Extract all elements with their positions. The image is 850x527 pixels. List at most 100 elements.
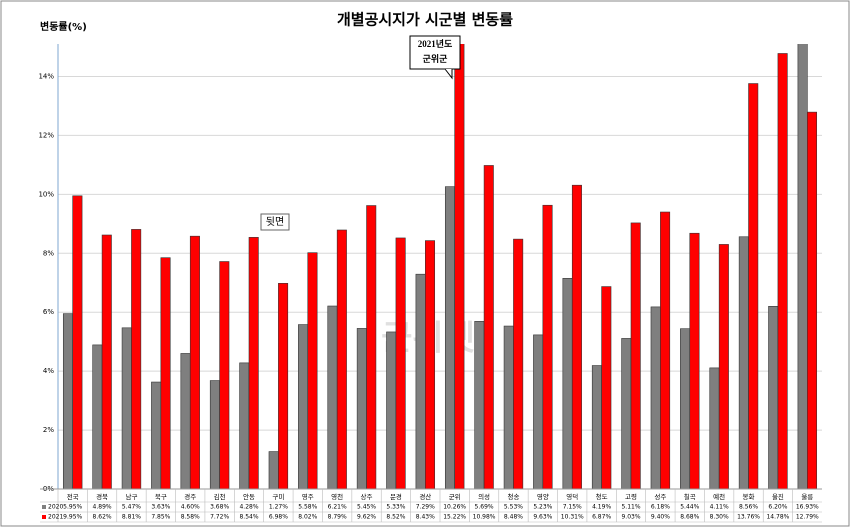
table-value: 8.62% bbox=[93, 514, 112, 521]
x-tick-label: 김천 bbox=[214, 492, 226, 501]
table-value: 7.15% bbox=[563, 504, 582, 511]
bar bbox=[425, 240, 436, 490]
x-tick-label: 남구 bbox=[125, 492, 137, 501]
x-tick-label: 고령 bbox=[625, 493, 637, 501]
table-value: 3.68% bbox=[210, 504, 229, 511]
bar bbox=[601, 286, 612, 490]
table-value: 7.29% bbox=[416, 504, 435, 511]
table-value: 8.81% bbox=[122, 514, 141, 521]
bar bbox=[718, 244, 729, 490]
bar bbox=[131, 229, 142, 490]
bar bbox=[92, 344, 103, 490]
table-value: 16.93% bbox=[796, 504, 819, 511]
table-value: 8.02% bbox=[298, 514, 317, 521]
table-value: 8.48% bbox=[504, 514, 523, 521]
bar bbox=[513, 238, 524, 490]
x-tick-label: 영덕 bbox=[566, 492, 578, 501]
x-tick-label: 군위 bbox=[449, 493, 461, 501]
table-value: 5.33% bbox=[386, 504, 405, 511]
bar bbox=[680, 328, 691, 490]
bar bbox=[356, 328, 367, 490]
bar bbox=[571, 184, 582, 490]
x-tick-label: 영양 bbox=[537, 492, 549, 501]
x-tick-label: 경북 bbox=[96, 492, 108, 501]
x-tick-label: 울릉 bbox=[801, 493, 813, 501]
bar bbox=[738, 236, 749, 490]
y-tick-label: 6% bbox=[43, 308, 54, 316]
table-value: 10.26% bbox=[443, 504, 466, 511]
table-value: 5.11% bbox=[621, 504, 640, 511]
bar bbox=[562, 278, 573, 490]
table-value: 5.53% bbox=[504, 504, 523, 511]
bar bbox=[807, 111, 818, 490]
table-value: 4.28% bbox=[239, 504, 258, 511]
table-value: 10.98% bbox=[473, 514, 496, 521]
bar bbox=[689, 232, 700, 490]
table-value: 5.44% bbox=[680, 504, 699, 511]
table-value: 6.87% bbox=[592, 514, 611, 521]
x-tick-label: 청도 bbox=[596, 493, 608, 501]
bar bbox=[474, 321, 485, 490]
x-tick-label: 안동 bbox=[243, 492, 255, 501]
table-value: 5.45% bbox=[357, 504, 376, 511]
plot: 0%2%4%6%8%10%12%14%전국5.95%9.95%경북4.89%8.… bbox=[38, 44, 822, 523]
table-value: 7.72% bbox=[210, 514, 229, 521]
table-value: 8.58% bbox=[181, 514, 200, 521]
table-value: 5.47% bbox=[122, 504, 141, 511]
bar bbox=[62, 313, 73, 490]
bar bbox=[386, 331, 397, 490]
table-value: 8.79% bbox=[328, 514, 347, 521]
bar bbox=[797, 44, 808, 490]
bar bbox=[219, 261, 230, 490]
bar bbox=[630, 222, 641, 490]
bar bbox=[327, 305, 338, 490]
legend-label: 2021 bbox=[48, 514, 63, 521]
table-value: 4.11% bbox=[710, 504, 729, 511]
x-tick-label: 청송 bbox=[507, 493, 519, 501]
table-value: 4.19% bbox=[592, 504, 611, 511]
bar bbox=[454, 44, 465, 490]
x-tick-label: 문경 bbox=[390, 492, 402, 501]
bar bbox=[777, 53, 788, 490]
y-tick-label: 8% bbox=[43, 249, 54, 257]
bar bbox=[209, 380, 220, 490]
table-value: 5.69% bbox=[475, 504, 494, 511]
bar bbox=[415, 273, 426, 490]
table-value: 5.58% bbox=[298, 504, 317, 511]
table-value: 9.95% bbox=[63, 514, 82, 521]
x-tick-label: 의성 bbox=[478, 492, 490, 501]
bar bbox=[650, 306, 661, 490]
table-value: 5.95% bbox=[63, 504, 82, 511]
table-value: 6.18% bbox=[651, 504, 670, 511]
table-value: 8.68% bbox=[680, 514, 699, 521]
callout-box bbox=[409, 35, 461, 70]
table-value: 4.60% bbox=[181, 504, 200, 511]
bars bbox=[62, 44, 818, 490]
y-axis-label: 변동률(%) bbox=[40, 20, 87, 33]
bar bbox=[709, 367, 720, 490]
bar bbox=[268, 451, 279, 490]
table-value: 8.43% bbox=[416, 514, 435, 521]
callout-text: 군위군 bbox=[423, 53, 449, 64]
callout-text: 2021년도 bbox=[418, 38, 453, 49]
bar bbox=[591, 365, 602, 490]
x-tick-label: 경주 bbox=[184, 492, 196, 501]
bar bbox=[180, 353, 191, 490]
bar bbox=[72, 195, 83, 490]
table-value: 6.20% bbox=[768, 504, 787, 511]
x-tick-label: 봉화 bbox=[743, 493, 755, 501]
table-value: 8.30% bbox=[710, 514, 729, 521]
bar bbox=[748, 83, 759, 490]
table-value: 15.22% bbox=[443, 514, 466, 521]
bar bbox=[298, 324, 309, 490]
table-value: 8.56% bbox=[739, 504, 758, 511]
table-value: 6.98% bbox=[269, 514, 288, 521]
x-tick-label: 구미 bbox=[272, 492, 284, 501]
x-tick-label: 울진 bbox=[772, 492, 784, 501]
table-value: 1.27% bbox=[269, 504, 288, 511]
table-value: 7.85% bbox=[151, 514, 170, 521]
note-text: 뒷면 bbox=[266, 215, 284, 228]
bar bbox=[101, 234, 112, 490]
table-value: 3.63% bbox=[151, 504, 170, 511]
